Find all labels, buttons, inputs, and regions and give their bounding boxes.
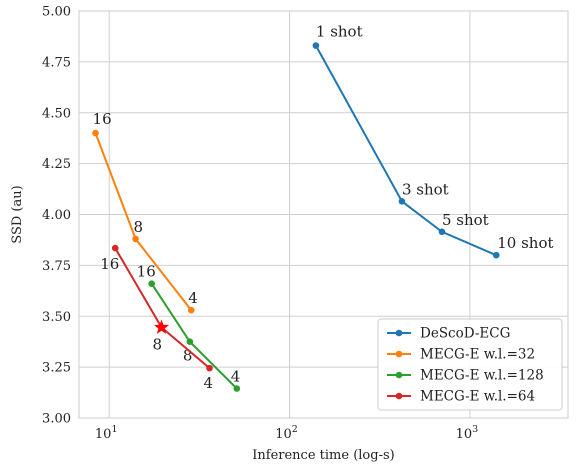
legend-label: MECG-E w.l.=64 xyxy=(420,389,535,405)
legend-swatch-marker xyxy=(395,329,403,337)
y-tick-label: 3.75 xyxy=(42,259,71,274)
data-label: 4 xyxy=(231,367,241,385)
series-line xyxy=(114,247,211,369)
legend-label: MECG-E w.l.=32 xyxy=(420,347,535,363)
data-point xyxy=(132,235,139,243)
data-label: 3 shot xyxy=(402,180,449,198)
series-line xyxy=(315,45,497,257)
y-tick-label: 5.00 xyxy=(42,5,71,20)
data-label: 4 xyxy=(204,374,214,392)
y-tick-label: 3.25 xyxy=(42,361,71,376)
y-axis-label: SSD (au) xyxy=(10,185,25,243)
x-tick-label: 102 xyxy=(275,424,298,442)
series-descod-ecg: 1 shot 3 shot 5 shot 10 shot xyxy=(312,23,554,259)
data-label: 16 xyxy=(93,110,112,128)
data-point xyxy=(438,228,446,236)
legend-entry: MECG-E w.l.=32 xyxy=(387,347,535,363)
data-point xyxy=(312,42,320,49)
y-axis-ticks: 3.00 3.25 3.50 3.75 4.00 4.25 4.50 4.75 5.00 xyxy=(42,5,71,427)
y-tick-label: 4.75 xyxy=(42,55,71,70)
y-tick-label: 3.00 xyxy=(42,412,71,427)
data-point xyxy=(186,338,194,345)
legend-entry: MECG-E w.l.=64 xyxy=(387,389,535,405)
data-label: 1 shot xyxy=(316,23,363,41)
data-point xyxy=(492,251,500,259)
data-point xyxy=(187,306,195,314)
data-label: 10 shot xyxy=(497,234,553,252)
legend-swatch-marker xyxy=(395,371,403,379)
y-tick-label: 3.50 xyxy=(42,310,71,325)
legend-label: MECG-E w.l.=128 xyxy=(420,368,544,384)
data-point xyxy=(148,280,155,287)
data-point xyxy=(111,244,119,252)
x-axis-ticks: 101 102 103 xyxy=(95,424,478,442)
data-point xyxy=(398,197,406,205)
legend-swatch-marker xyxy=(395,392,403,400)
data-point xyxy=(233,385,241,392)
y-tick-label: 4.25 xyxy=(42,157,71,172)
series-line xyxy=(94,132,192,311)
y-tick-label: 4.50 xyxy=(42,106,71,121)
legend-entry: DeScoD-ECG xyxy=(387,326,510,342)
legend-swatch-marker xyxy=(395,350,403,358)
data-label: 8 xyxy=(134,218,144,236)
x-axis-label: Inference time (log-s) xyxy=(252,448,394,463)
data-label: 16 xyxy=(100,255,119,273)
data-label: 16 xyxy=(137,263,156,281)
legend-label: DeScoD-ECG xyxy=(420,326,510,342)
x-tick-label: 103 xyxy=(456,424,479,442)
data-point xyxy=(206,364,213,372)
legend-box xyxy=(377,318,563,411)
data-point xyxy=(92,129,99,137)
data-label: 8 xyxy=(153,335,163,353)
legend-entry: MECG-E w.l.=128 xyxy=(387,368,544,384)
data-label: 5 shot xyxy=(442,211,489,229)
data-label: 8 xyxy=(183,347,193,365)
y-tick-label: 4.00 xyxy=(42,208,71,223)
x-tick-label: 101 xyxy=(95,424,118,442)
plot-frame xyxy=(78,10,569,419)
data-label: 4 xyxy=(188,289,198,307)
legend: DeScoD-ECG MECG-E w.l.=32 MECG-E w.l.=128 M… xyxy=(377,318,563,411)
star-marker xyxy=(153,319,170,334)
